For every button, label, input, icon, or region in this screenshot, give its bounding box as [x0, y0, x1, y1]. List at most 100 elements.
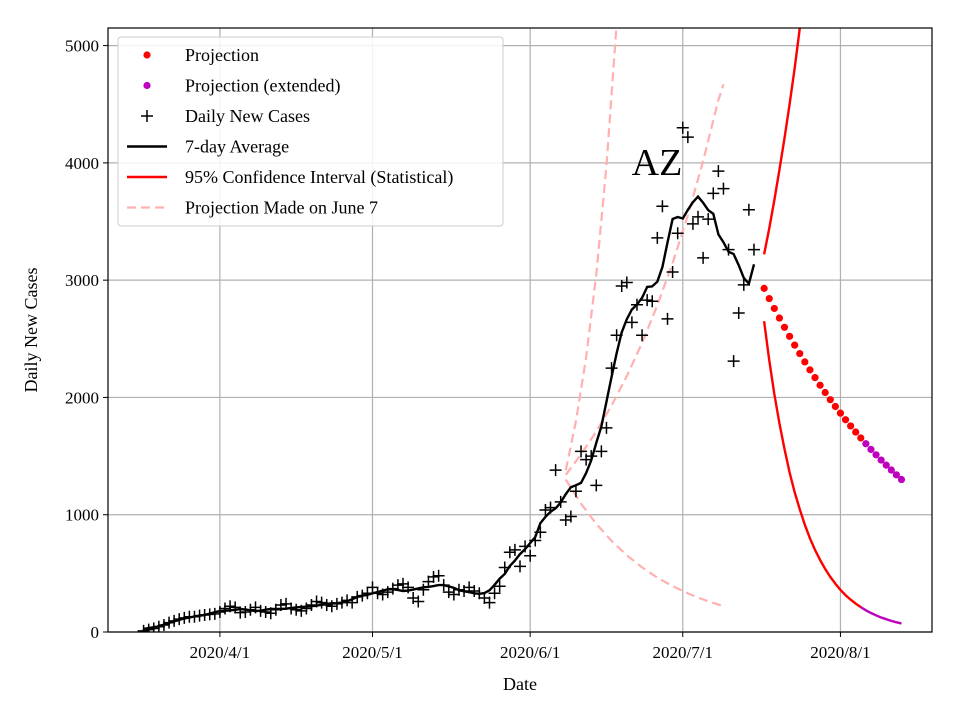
- legend-item: 95% Confidence Interval (Statistical): [127, 167, 453, 188]
- x-tick-label: 2020/5/1: [342, 643, 402, 662]
- projection-point: [831, 402, 839, 411]
- x-axis-label: Date: [503, 674, 537, 694]
- daily-cases-point: [569, 485, 582, 498]
- daily-cases-point: [442, 586, 455, 599]
- legend-dot-icon: [143, 81, 151, 90]
- daily-cases-point: [712, 165, 725, 178]
- projection-point: [796, 349, 804, 358]
- daily-cases-point: [686, 217, 699, 230]
- daily-cases-point: [468, 584, 481, 597]
- projection-extended-point: [887, 466, 895, 474]
- legend-label: Projection: [185, 45, 259, 65]
- daily-cases-point: [539, 504, 552, 517]
- daily-cases-point: [549, 464, 562, 477]
- projection-point: [841, 416, 850, 424]
- daily-cases-point: [412, 595, 425, 608]
- daily-cases-point: [427, 570, 440, 583]
- daily-cases-point: [493, 580, 506, 593]
- x-tick-label: 2020/8/1: [810, 643, 870, 662]
- daily-cases-point: [697, 251, 710, 264]
- projection-point: [836, 409, 845, 417]
- daily-cases-point: [432, 569, 445, 582]
- projection-extended-point: [872, 451, 880, 459]
- daily-cases-point: [590, 479, 603, 492]
- daily-cases-point: [641, 294, 654, 307]
- legend-label: 95% Confidence Interval (Statistical): [185, 167, 453, 188]
- daily-cases-point: [417, 583, 430, 596]
- grid: [108, 28, 932, 633]
- projection-point: [775, 314, 784, 322]
- projection-point: [770, 304, 778, 313]
- daily-cases-point: [137, 624, 150, 632]
- daily-cases-point: [595, 445, 608, 458]
- projection-point: [816, 381, 824, 389]
- daily-cases-point: [692, 210, 705, 223]
- projection-point: [852, 428, 860, 436]
- projection-point: [811, 374, 819, 382]
- legend-label: Projection (extended): [185, 76, 340, 97]
- daily-cases-point: [661, 312, 674, 325]
- projection-point: [780, 323, 789, 331]
- y-tick-label: 3000: [65, 271, 99, 290]
- projection-extended-point: [882, 461, 890, 469]
- legend: Projection Projection (extended) Daily New…: [117, 36, 504, 227]
- daily-cases-point: [625, 316, 638, 329]
- june7-projection-central-line: [564, 83, 725, 476]
- daily-cases-point: [646, 295, 659, 308]
- legend-label: Projection Made on June 7: [185, 198, 378, 218]
- y-tick-label: 4000: [65, 154, 99, 173]
- daily-cases-point: [366, 581, 379, 594]
- daily-cases-point: [702, 213, 715, 226]
- projection-point: [791, 341, 799, 349]
- plot-marks: [137, 28, 906, 632]
- daily-cases-point: [259, 606, 272, 619]
- legend-item: Projection (extended): [143, 76, 340, 97]
- june7-projection-upper-line: [564, 28, 618, 471]
- projection-extended-point: [862, 440, 870, 448]
- daily-cases-point: [707, 187, 720, 200]
- y-tick-label: 0: [91, 623, 100, 642]
- daily-cases-point: [656, 200, 669, 213]
- plot-frame: [107, 27, 933, 633]
- seven-day-average-line: [143, 194, 756, 631]
- legend-label: 7-day Average: [185, 137, 289, 157]
- projection-point: [821, 388, 829, 397]
- projection-point: [857, 434, 865, 442]
- y-axis-label: Daily New Cases: [21, 268, 41, 393]
- projection-point: [765, 294, 773, 303]
- daily-cases-point: [503, 546, 516, 559]
- legend-label: Daily New Cases: [185, 106, 310, 126]
- ci-lower-line: [762, 321, 862, 609]
- axis-ticks: 2020/4/1 2020/5/1 2020/6/1 2020/7/1 2020/8/1…: [65, 37, 871, 662]
- daily-cases-point: [575, 445, 588, 458]
- daily-cases-point: [218, 602, 231, 615]
- daily-cases-point: [620, 276, 633, 289]
- daily-cases-point: [315, 596, 328, 609]
- projection-extended-point: [892, 471, 900, 479]
- y-tick-label: 2000: [65, 388, 99, 407]
- daily-cases-point: [483, 596, 496, 609]
- legend-plus-icon: [141, 110, 153, 122]
- projection-point: [847, 422, 855, 430]
- x-tick-label: 2020/6/1: [500, 643, 560, 662]
- daily-cases-point: [681, 131, 694, 144]
- daily-cases-point: [488, 587, 501, 600]
- ci-upper-line: [762, 28, 801, 255]
- y-tick-label: 1000: [65, 506, 99, 525]
- daily-cases-point: [676, 121, 689, 134]
- legend-dot-icon: [143, 51, 151, 59]
- chart-title: AZ: [632, 142, 683, 184]
- daily-cases-point: [671, 227, 684, 240]
- projection-extended-point: [897, 475, 906, 484]
- daily-cases-point: [651, 231, 664, 244]
- legend-box: [117, 36, 504, 227]
- projection-extended-point: [867, 445, 875, 453]
- legend-item: 7-day Average: [127, 137, 289, 157]
- daily-cases-point: [636, 329, 649, 342]
- daily-cases-point: [600, 421, 613, 434]
- daily-cases-point: [514, 560, 526, 573]
- daily-cases-point: [727, 355, 740, 368]
- daily-cases-point: [747, 243, 760, 256]
- daily-cases-point: [524, 549, 537, 562]
